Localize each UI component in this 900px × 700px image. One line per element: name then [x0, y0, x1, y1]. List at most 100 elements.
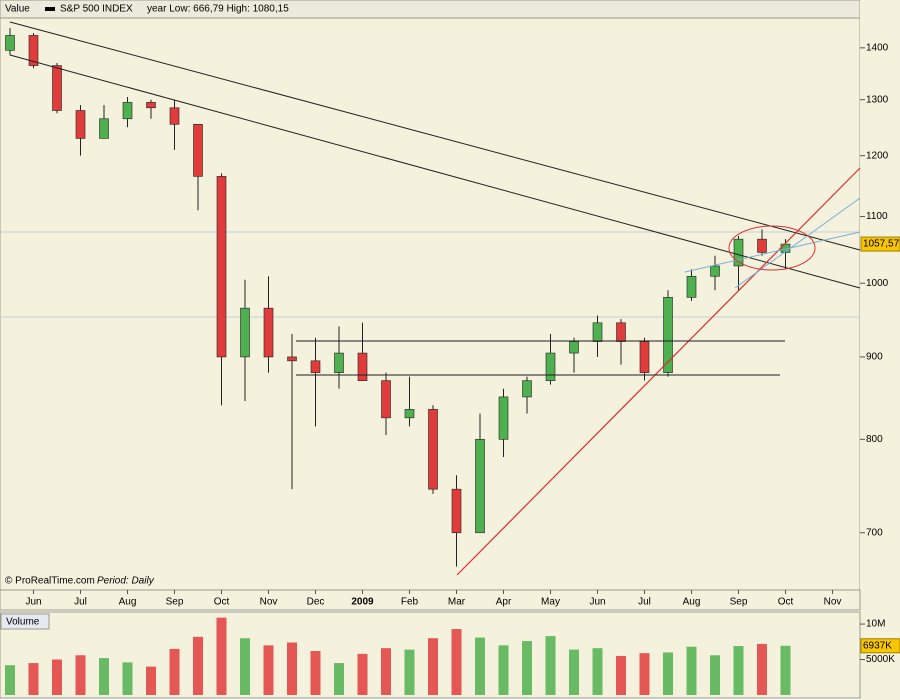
candle-body	[498, 396, 509, 440]
x-axis-band	[0, 589, 861, 611]
candle-body	[216, 176, 227, 358]
x-tick-label: Nov	[260, 597, 278, 608]
year-stats: year Low: 666,79 High: 1080,15	[147, 4, 289, 15]
volume-bar	[169, 648, 180, 695]
trendline	[9, 21, 861, 251]
x-tick-label: Jul	[74, 597, 87, 608]
legend-entry: S&P 500 INDEX	[60, 4, 133, 15]
candle-body	[639, 341, 650, 373]
x-tick-label: 2009	[351, 597, 374, 608]
volume-bar	[193, 636, 203, 695]
volume-y-tick-label: 10M	[866, 619, 885, 630]
volume-bar	[5, 665, 15, 695]
candle-body	[428, 409, 438, 490]
volume-bar	[475, 637, 485, 695]
candle-body	[616, 322, 626, 342]
candle-body	[381, 380, 391, 419]
x-tick-label: May	[541, 597, 560, 608]
candle-body	[357, 352, 368, 381]
source: © ProRealTime.com	[5, 576, 95, 587]
trendlines	[9, 21, 861, 576]
trendline	[684, 231, 861, 273]
x-tick-label: Apr	[496, 597, 512, 608]
candle-body	[193, 124, 203, 177]
highlight-ellipse	[728, 225, 816, 271]
volume-bar	[451, 629, 462, 695]
marks	[5, 28, 791, 695]
volume-bar	[522, 641, 532, 695]
trendline	[734, 197, 861, 289]
volume-bar	[240, 638, 250, 695]
volume-y-tick-label: 5000K	[866, 654, 895, 665]
x-tick-label: Aug	[119, 597, 137, 608]
y-tick-label: 1400	[866, 42, 889, 53]
volume-bar	[287, 642, 297, 695]
x-tick-label: Jun	[25, 597, 41, 608]
volume-bar	[310, 651, 321, 695]
candle-body	[122, 102, 133, 120]
y-tick-label: 1000	[866, 278, 889, 289]
candle-body	[240, 307, 250, 358]
volume-bar	[498, 645, 509, 695]
x-tick-label: Dec	[307, 597, 325, 608]
y-tick-label: 800	[866, 434, 883, 445]
candle-body	[5, 35, 15, 51]
candle-body	[451, 488, 462, 534]
volume-bar	[404, 649, 415, 695]
volume-last-label: 6937K	[863, 640, 892, 651]
candle-body	[757, 238, 767, 253]
y-axis-band	[860, 0, 900, 700]
volume-bar	[780, 645, 791, 695]
volume-bar	[733, 646, 744, 695]
candle-body	[287, 356, 297, 362]
volume-bar	[75, 655, 86, 695]
volume-bar	[334, 663, 344, 695]
volume-bar	[99, 658, 109, 695]
volume-bar	[122, 662, 133, 695]
volume-bar	[52, 659, 62, 695]
volume-bar	[569, 649, 579, 695]
x-tick-label: Sep	[730, 597, 748, 608]
volume-bar	[616, 655, 626, 695]
volume-bar	[357, 653, 368, 695]
candle-body	[569, 341, 579, 354]
candle-body	[334, 352, 344, 373]
y-tick-label: 1300	[866, 94, 889, 105]
volume-bar	[28, 663, 39, 695]
volume-bar	[663, 652, 673, 695]
x-tick-label: Mar	[448, 597, 466, 608]
price-pane	[0, 0, 861, 591]
x-tick-label: Aug	[683, 597, 701, 608]
volume-bar	[710, 655, 720, 695]
x-tick-label: Nov	[824, 597, 842, 608]
candle-body	[545, 352, 556, 381]
candle-body	[99, 118, 109, 139]
candle-body	[169, 107, 180, 125]
candle-body	[310, 360, 321, 373]
x-tick-label: Oct	[778, 597, 794, 608]
trendline	[9, 54, 861, 289]
candle-body	[686, 275, 697, 298]
candle-body	[663, 297, 673, 373]
volume-bar	[639, 653, 650, 695]
y-tick-label: 900	[866, 352, 883, 363]
legend-swatch	[45, 7, 55, 11]
volume-bar	[263, 645, 274, 695]
trendline	[456, 167, 861, 576]
x-tick-label: Feb	[401, 597, 419, 608]
volume-bar	[428, 638, 438, 695]
candle-body	[733, 238, 744, 267]
last-price-box	[860, 236, 900, 252]
candle-body	[522, 380, 532, 398]
candle-body	[404, 409, 415, 419]
candle-body	[28, 35, 39, 66]
y-tick-label: 1100	[866, 211, 888, 222]
volume-bar	[686, 646, 697, 695]
candle-body	[710, 265, 720, 277]
y-tick-label: 1200	[866, 150, 889, 161]
volume-bar	[216, 617, 227, 695]
y-tick-label: 700	[866, 527, 883, 538]
candle-body	[75, 110, 86, 139]
